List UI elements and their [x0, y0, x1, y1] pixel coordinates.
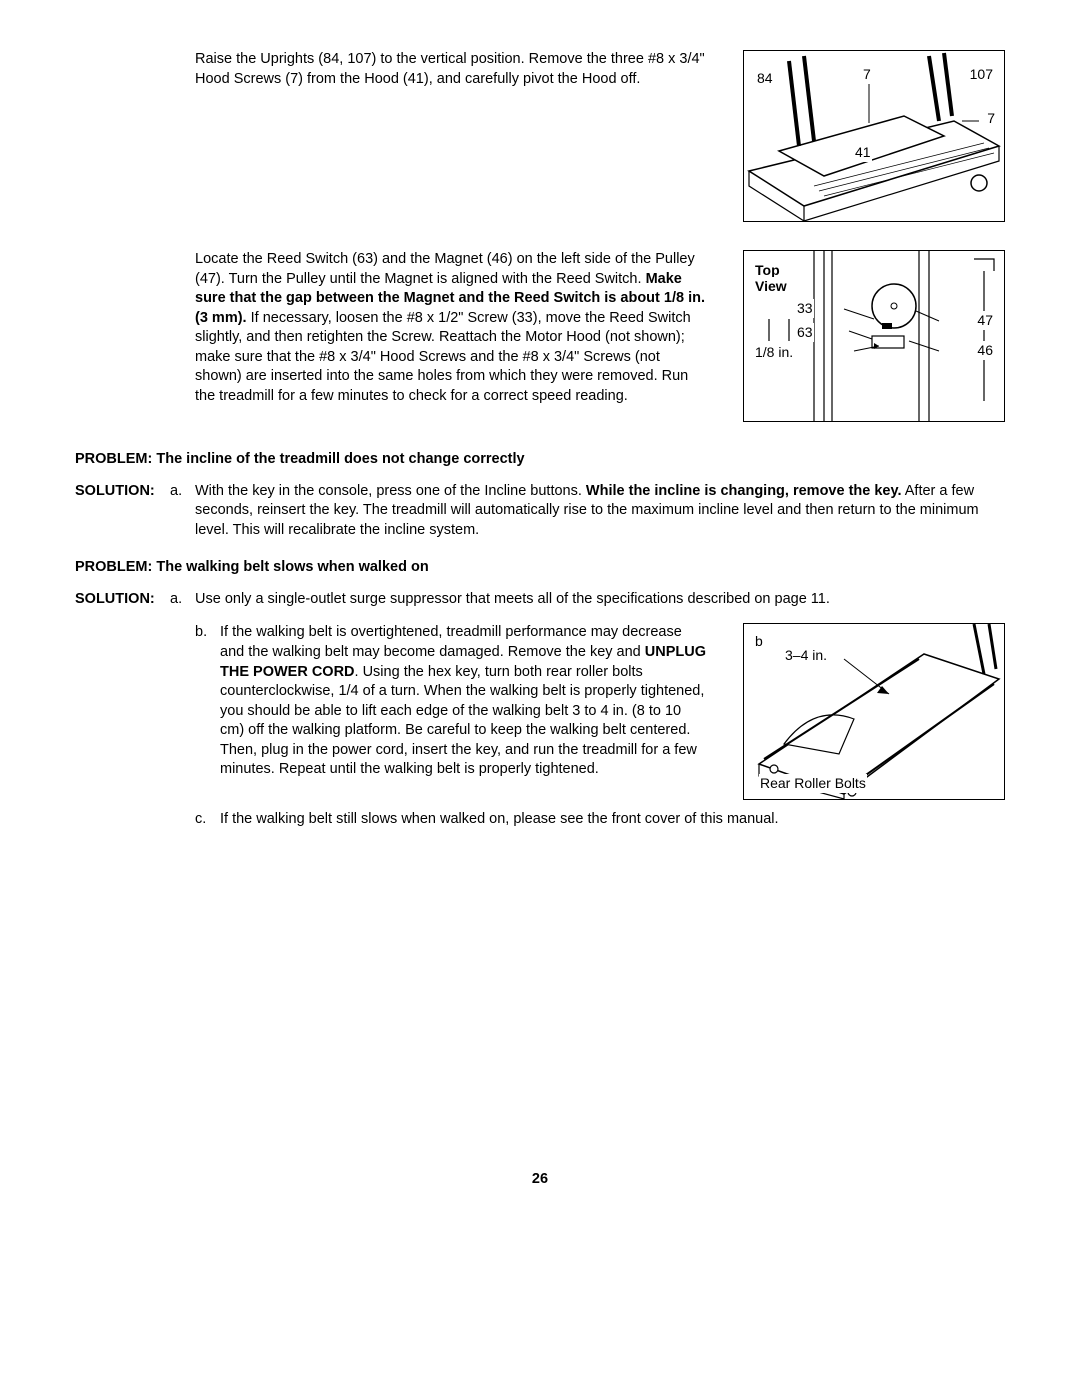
para-post: If necessary, loosen the #8 x 1/2" Screw… [195, 310, 691, 404]
sol-pre: If the walking belt is overtightened, tr… [220, 624, 682, 660]
item-letter: a. [170, 482, 195, 541]
solution-label: SOLUTION: [75, 591, 155, 607]
paragraph: Raise the Uprights (84, 107) to the vert… [195, 51, 705, 87]
item-letter: c. [195, 810, 220, 830]
figure-reed-switch: Top View 33 63 1/8 in. 47 46 [743, 250, 1005, 422]
problem-label: PROBLEM: The incline of the treadmill do… [75, 451, 525, 467]
figure-hood: 84 7 107 7 41 [743, 50, 1005, 222]
step-text: Locate the Reed Switch (63) and the Magn… [75, 250, 743, 407]
fig-letter-b: b [754, 632, 764, 651]
callout-47: 47 [976, 311, 994, 330]
solution-belt-a: SOLUTION: a. Use only a single-outlet su… [75, 590, 1005, 610]
sol-post: . Using the hex key, turn both rear roll… [220, 664, 704, 778]
step-text: Raise the Uprights (84, 107) to the vert… [75, 50, 743, 89]
callout-41: 41 [854, 143, 872, 162]
fig-caption: Rear Roller Bolts [759, 774, 867, 793]
callout-33: 33 [796, 299, 814, 318]
hood-diagram [744, 51, 1004, 221]
callout-7a: 7 [862, 65, 872, 84]
solution-belt-b: If the walking belt is overtightened, tr… [220, 623, 708, 780]
callout-46: 46 [976, 341, 994, 360]
item-letter: a. [170, 590, 195, 610]
solution-belt-c: c. If the walking belt still slows when … [75, 810, 1005, 830]
belt-diagram [744, 624, 1004, 799]
label-view: View [754, 277, 788, 296]
problem-label: PROBLEM: The walking belt slows when wal… [75, 559, 429, 575]
problem-belt-slows: PROBLEM: The walking belt slows when wal… [75, 558, 1005, 578]
sol-text: If the walking belt still slows when wal… [220, 810, 1005, 830]
callout-18in: 1/8 in. [754, 343, 794, 362]
step-reed-switch: Locate the Reed Switch (63) and the Magn… [75, 250, 1005, 422]
problem-incline: PROBLEM: The incline of the treadmill do… [75, 450, 1005, 470]
page-number: 26 [75, 1170, 1005, 1190]
item-letter: b. [195, 623, 220, 780]
sol-pre: With the key in the console, press one o… [195, 483, 586, 499]
solution-label: SOLUTION: [75, 483, 155, 499]
sol-bold: While the incline is changing, remove th… [586, 483, 902, 499]
callout-7b: 7 [986, 109, 996, 128]
callout-63: 63 [796, 323, 814, 342]
callout-84: 84 [756, 69, 774, 88]
solution-incline-a: SOLUTION: a. With the key in the console… [75, 482, 1005, 541]
para-pre: Locate the Reed Switch (63) and the Magn… [195, 251, 695, 287]
callout-107: 107 [969, 65, 994, 84]
figure-belt: b 3–4 in. Rear Roller Bolts [743, 623, 1005, 800]
step-hood-removal: Raise the Uprights (84, 107) to the vert… [75, 50, 1005, 222]
sol-text: Use only a single-outlet surge suppresso… [195, 590, 1005, 610]
fig-dim: 3–4 in. [784, 646, 828, 665]
